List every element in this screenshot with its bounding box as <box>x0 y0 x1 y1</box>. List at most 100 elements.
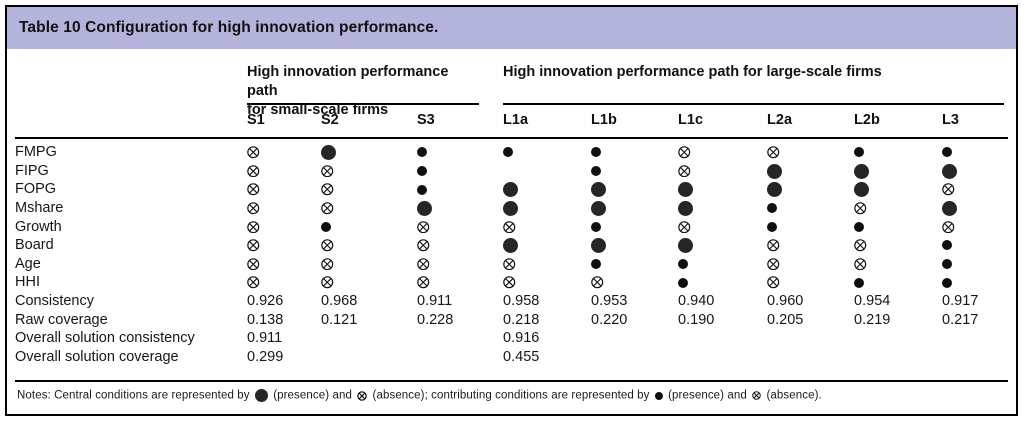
contributing-absence-icon <box>247 258 260 271</box>
column-header-s2: S2 <box>321 105 417 139</box>
symbol-cell <box>942 217 1008 236</box>
symbol-cell <box>942 138 1008 162</box>
symbol-cell <box>942 273 1008 292</box>
value-cell <box>591 347 679 383</box>
contributing-absence-icon <box>321 258 334 271</box>
symbol-cell <box>942 255 1008 274</box>
contributing-absence-icon <box>752 391 761 400</box>
column-header-s3: S3 <box>417 105 504 139</box>
symbol-cell <box>678 199 767 218</box>
table-title: Table 10 Configuration for high innovati… <box>19 19 439 36</box>
contributing-absence-icon <box>321 165 334 178</box>
symbol-cell <box>678 273 767 292</box>
symbol-cell <box>678 180 767 199</box>
symbol-cell <box>854 199 942 218</box>
symbol-cell <box>942 236 1008 255</box>
contributing-presence-icon <box>417 147 427 158</box>
table-row: Overall solution coverage 0.299 0.455 <box>15 347 1008 383</box>
symbol-cell <box>942 162 1008 181</box>
value-cell: 0.960 <box>767 293 804 310</box>
group-large-scale-cell: High innovation performance path for lar… <box>503 49 1008 105</box>
notes-text: (absence). <box>763 389 822 402</box>
contributing-absence-icon <box>503 220 516 234</box>
value-cell <box>942 347 1008 383</box>
central-presence-icon <box>678 182 694 198</box>
symbol-cell <box>942 199 1008 218</box>
group-header-large-scale: High innovation performance path for lar… <box>503 63 1004 105</box>
value-cell: 0.953 <box>591 293 628 310</box>
value-cell: 0.138 <box>247 311 284 328</box>
value-cell: 0.228 <box>417 311 454 328</box>
row-label: Overall solution consistency <box>15 330 195 347</box>
symbol-cell <box>417 255 503 274</box>
symbol-cell <box>591 217 678 236</box>
symbol-cell <box>854 273 942 292</box>
contributing-presence-icon <box>503 147 514 158</box>
symbol-cell <box>417 217 503 236</box>
value-cell <box>854 347 943 383</box>
column-header-l2a: L2a <box>767 105 855 139</box>
symbol-cell <box>503 199 591 218</box>
central-presence-icon <box>678 200 694 216</box>
symbol-cell <box>854 236 942 255</box>
contributing-presence-icon <box>767 203 778 214</box>
value-cell: 0.968 <box>321 293 358 310</box>
row-label: Raw coverage <box>15 311 108 328</box>
contributing-presence-icon <box>854 221 865 232</box>
column-header-l2b: L2b <box>854 105 943 139</box>
symbol-cell <box>321 180 417 199</box>
symbol-cell <box>503 217 591 236</box>
central-presence-icon <box>417 200 432 216</box>
symbol-cell <box>247 273 321 292</box>
central-presence-icon <box>254 389 268 403</box>
symbol-cell <box>678 138 767 162</box>
contributing-presence-icon <box>591 147 602 158</box>
value-cell <box>942 329 1008 348</box>
contributing-absence-icon <box>767 146 780 159</box>
table-row: FOPG <box>15 180 1008 199</box>
contributing-absence-icon <box>678 146 691 159</box>
central-presence-icon <box>503 237 519 253</box>
symbol-cell <box>854 180 942 199</box>
symbol-cell <box>767 199 854 218</box>
contributing-absence-icon <box>417 276 430 289</box>
central-presence-icon <box>854 163 870 179</box>
symbol-cell <box>247 236 321 255</box>
symbol-cell <box>591 162 678 181</box>
central-absence-icon <box>357 390 368 401</box>
value-cell: 0.217 <box>942 311 979 328</box>
symbol-cell <box>417 162 503 181</box>
contributing-absence-icon <box>321 183 334 196</box>
table-title-bar: Table 10 Configuration for high innovati… <box>7 7 1016 49</box>
symbol-cell <box>503 138 591 162</box>
contributing-presence-icon <box>854 147 865 158</box>
value-cell: 0.926 <box>247 293 284 310</box>
column-header-l1c: L1c <box>678 105 768 139</box>
group-header-row: High innovation performance path for sma… <box>15 49 1008 118</box>
contributing-absence-icon <box>417 220 430 234</box>
central-presence-icon <box>321 144 336 160</box>
table-row: Consistency 0.926 0.968 0.911 0.958 0.953 0.94… <box>15 292 1008 311</box>
value-cell <box>854 329 942 348</box>
value-cell: 0.954 <box>854 293 891 310</box>
table-row: HHI <box>15 273 1008 292</box>
symbol-cell <box>767 236 854 255</box>
central-presence-icon <box>503 200 519 216</box>
symbol-cell <box>767 180 854 199</box>
column-header-l3: L3 <box>942 105 1008 139</box>
contributing-absence-icon <box>767 258 780 271</box>
table-row: Mshare <box>15 199 1008 218</box>
notes-text: Notes: Central conditions are represente… <box>17 389 253 402</box>
group-header-spacer <box>15 49 247 105</box>
contributing-absence-icon <box>247 183 260 196</box>
central-presence-icon <box>767 163 783 179</box>
value-cell <box>678 329 767 348</box>
value-cell: 0.455 <box>503 347 592 383</box>
symbol-cell <box>247 138 321 162</box>
contributing-absence-icon <box>321 239 334 252</box>
value-cell: 0.916 <box>503 330 540 347</box>
value-cell: 0.911 <box>247 330 283 347</box>
contributing-absence-icon <box>503 258 516 271</box>
symbol-cell <box>321 199 417 218</box>
contributing-presence-icon <box>417 184 427 195</box>
